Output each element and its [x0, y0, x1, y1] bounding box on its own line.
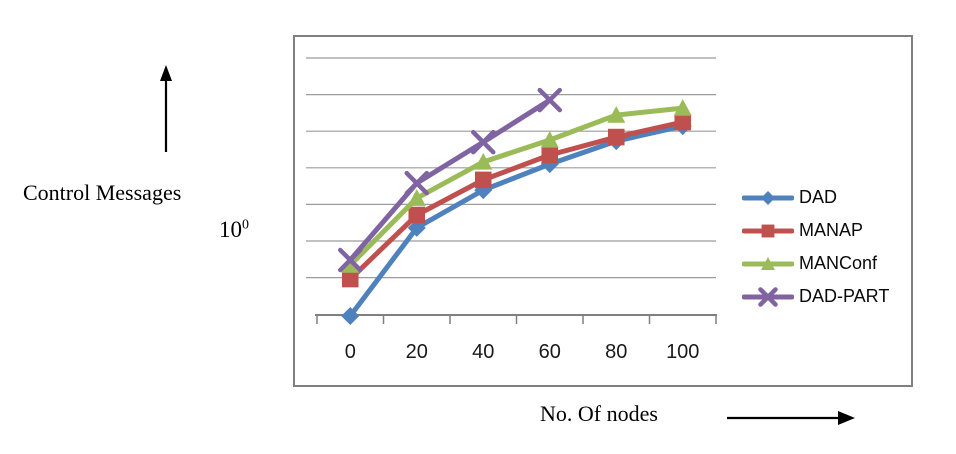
series-MANAP — [341, 113, 692, 288]
x-tick-label: 60 — [539, 341, 561, 363]
legend-marker-manap-icon — [742, 224, 794, 237]
x-tick-label: 100 — [666, 341, 699, 363]
legend-label: DAD-PART — [799, 286, 890, 306]
legend-item-dad-part: DAD-PART — [742, 280, 889, 313]
legend-marker-dad-icon — [742, 190, 794, 205]
x-axis-title: No. Of nodes — [540, 401, 658, 426]
legend: DAD MANAP MANConf DAD-PART — [742, 181, 889, 313]
series-line-MANAP — [347, 119, 686, 282]
y-tick-exponent: 0 — [242, 217, 249, 233]
x-axis-right-arrow-icon — [727, 411, 855, 425]
series-line-DAD-PART — [347, 97, 553, 263]
legend-item-dad: DAD — [742, 181, 889, 214]
chart-plot: 0 20 40 60 80 100 — [306, 57, 717, 363]
legend-item-manap: MANAP — [742, 214, 889, 247]
y-tick-base: 10 — [219, 217, 242, 242]
y-axis-title: Control Messages — [23, 180, 182, 205]
x-tick-labels: 0 20 40 60 80 100 — [345, 341, 700, 363]
series-DAD-PART — [338, 87, 562, 273]
legend-label: DAD — [799, 187, 838, 207]
legend-item-manconf: MANConf — [742, 247, 889, 280]
x-axis — [315, 314, 717, 324]
legend-label: MANConf — [799, 253, 878, 273]
legend-marker-manconf-icon — [742, 256, 794, 270]
legend-label: MANAP — [799, 220, 864, 240]
chart-area: 0 20 40 60 80 100 DAD MANAP MANConf DAD-PART — [293, 35, 913, 387]
series-MANConf — [341, 99, 692, 273]
x-tick-label: 80 — [605, 341, 627, 363]
y-axis-tick-label: 100 — [219, 217, 249, 243]
y-axis-up-arrow-icon — [160, 65, 172, 152]
legend-marker-dad-part-icon — [742, 286, 794, 307]
series-line-MANConf — [347, 105, 686, 268]
x-tick-label: 0 — [345, 341, 356, 363]
x-tick-label: 20 — [406, 341, 428, 363]
x-tick-label: 40 — [472, 341, 494, 363]
series-line-DAD — [347, 123, 686, 319]
